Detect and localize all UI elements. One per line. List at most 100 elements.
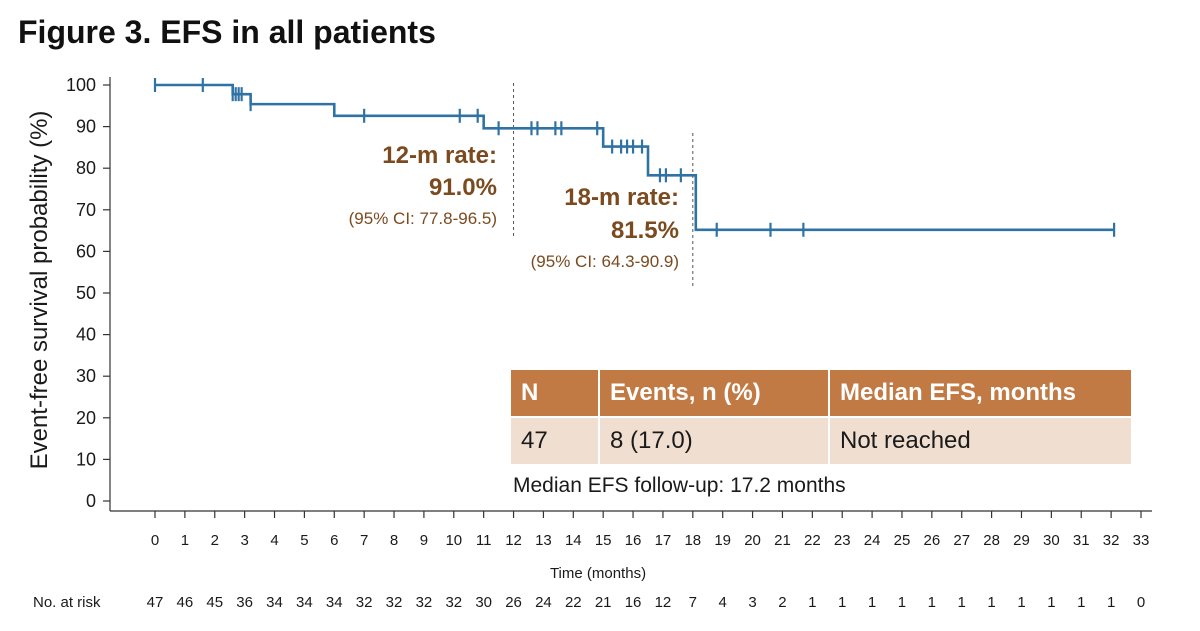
at-risk-value: 0	[1137, 594, 1145, 611]
x-tick-label: 28	[983, 532, 1000, 549]
y-tick-labels: 0 10 20 30 40 50 60 70 80 90 100	[66, 75, 96, 511]
x-tick-label: 4	[270, 532, 278, 549]
at-risk-value: 1	[987, 594, 995, 611]
x-tick-label: 16	[625, 532, 642, 549]
followup-text: Median EFS follow-up: 17.2 months	[513, 474, 846, 497]
summary-cell-n: 47	[511, 416, 600, 464]
at-risk-value: 7	[689, 594, 697, 611]
at-risk-value: 24	[535, 594, 552, 611]
at-risk-value: 1	[808, 594, 816, 611]
x-tick-label: 10	[445, 532, 462, 549]
at-risk-value: 32	[386, 594, 403, 611]
rate-12m-value: 91.0%	[429, 174, 497, 201]
y-tick-label: 0	[86, 491, 96, 511]
at-risk-value: 34	[296, 594, 313, 611]
x-tick-label: 5	[300, 532, 308, 549]
at-risk-value: 4	[719, 594, 727, 611]
x-tick-label: 32	[1103, 532, 1120, 549]
x-tick-label: 21	[774, 532, 791, 549]
summary-table: N Events, n (%) Median EFS, months 47 8 …	[511, 370, 1131, 464]
rate-18m-value: 81.5%	[611, 217, 679, 244]
at-risk-value: 2	[778, 594, 786, 611]
at-risk-value: 34	[266, 594, 283, 611]
x-tick-label: 33	[1133, 532, 1150, 549]
at-risk-value: 3	[748, 594, 756, 611]
y-tick-label: 40	[76, 325, 96, 345]
y-tick-label: 60	[76, 241, 96, 261]
at-risk-value: 32	[416, 594, 433, 611]
x-tick-label: 30	[1043, 532, 1060, 549]
at-risk-value: 34	[326, 594, 343, 611]
x-tick-label: 19	[714, 532, 731, 549]
summary-header-n: N	[511, 370, 600, 417]
x-tick-label: 2	[211, 532, 219, 549]
x-tick-label: 23	[834, 532, 851, 549]
x-tick-label: 1	[181, 532, 189, 549]
x-axis-label: Time (months)	[550, 565, 646, 582]
at-risk-value: 1	[898, 594, 906, 611]
x-tick-label: 17	[655, 532, 672, 549]
y-axis-label: Event-free survival probability (%)	[26, 111, 53, 470]
x-tick-label: 7	[360, 532, 368, 549]
y-tick-label: 80	[76, 158, 96, 178]
x-tick-label: 31	[1073, 532, 1090, 549]
at-risk-value: 1	[868, 594, 876, 611]
x-tick-label: 24	[864, 532, 881, 549]
y-tick-label: 10	[76, 449, 96, 469]
x-tick-label: 3	[240, 532, 248, 549]
at-risk-value: 1	[1107, 594, 1115, 611]
at-risk-value: 1	[928, 594, 936, 611]
x-tick-label: 15	[595, 532, 612, 549]
figure-title: Figure 3. EFS in all patients	[18, 14, 436, 50]
at-risk-value: 1	[838, 594, 846, 611]
x-tick-label: 22	[804, 532, 821, 549]
rate-12m-ci: (95% CI: 77.8-96.5)	[349, 209, 497, 228]
x-tick-labels: 0 1 2 3 4 5 6 7 8 9 10 11 12 13 14 15 16 17 18 19 20 21 22 23 24…	[151, 532, 1150, 549]
reference-lines	[513, 83, 694, 286]
at-risk-value: 32	[445, 594, 462, 611]
y-tick-label: 50	[76, 283, 96, 303]
at-risk-value: 21	[595, 594, 612, 611]
at-risk-value: 32	[356, 594, 373, 611]
x-tick-label: 27	[953, 532, 970, 549]
x-tick-label: 18	[684, 532, 701, 549]
at-risk-value: 46	[177, 594, 194, 611]
at-risk-value: 45	[206, 594, 223, 611]
rate-18m-ci: (95% CI: 64.3-90.9)	[531, 252, 679, 271]
at-risk-value: 36	[236, 594, 253, 611]
censor-marks	[153, 78, 1116, 237]
rate-18m-label: 18-m rate:	[564, 184, 679, 211]
at-risk-value: 1	[1047, 594, 1055, 611]
x-tick-label: 6	[330, 532, 338, 549]
summary-cell-median: Not reached	[829, 416, 1131, 464]
at-risk-value: 12	[655, 594, 672, 611]
x-tick-label: 11	[476, 532, 492, 549]
x-tick-label: 13	[535, 532, 552, 549]
y-tick-label: 20	[76, 408, 96, 428]
at-risk-value: 26	[505, 594, 522, 611]
at-risk-value: 1	[1017, 594, 1025, 611]
x-tick-label: 8	[390, 532, 398, 549]
at-risk-value: 16	[625, 594, 642, 611]
x-tick-label: 29	[1013, 532, 1030, 549]
at-risk-values: 47 46 45 36 34 34 34 32 32 32 32 30 26 24 22 21 16 12 7 4 3 2…	[147, 594, 1146, 611]
y-tick-label: 70	[76, 200, 96, 220]
summary-header-events: Events, n (%)	[599, 370, 830, 417]
y-tick-label: 90	[76, 117, 96, 137]
y-tick-label: 30	[76, 366, 96, 386]
at-risk-value: 22	[565, 594, 582, 611]
at-risk-label: No. at risk	[33, 594, 101, 611]
at-risk-value: 30	[475, 594, 492, 611]
x-tick-label: 25	[894, 532, 911, 549]
x-tick-label: 14	[565, 532, 582, 549]
at-risk-value: 1	[1077, 594, 1085, 611]
x-tick-label: 20	[744, 532, 761, 549]
x-tick-label: 12	[505, 532, 522, 549]
x-tick-label: 26	[924, 532, 941, 549]
x-tick-label: 0	[151, 532, 159, 549]
y-tick-label: 100	[66, 75, 96, 95]
at-risk-value: 1	[958, 594, 966, 611]
at-risk-value: 47	[147, 594, 164, 611]
axes	[103, 77, 1152, 518]
